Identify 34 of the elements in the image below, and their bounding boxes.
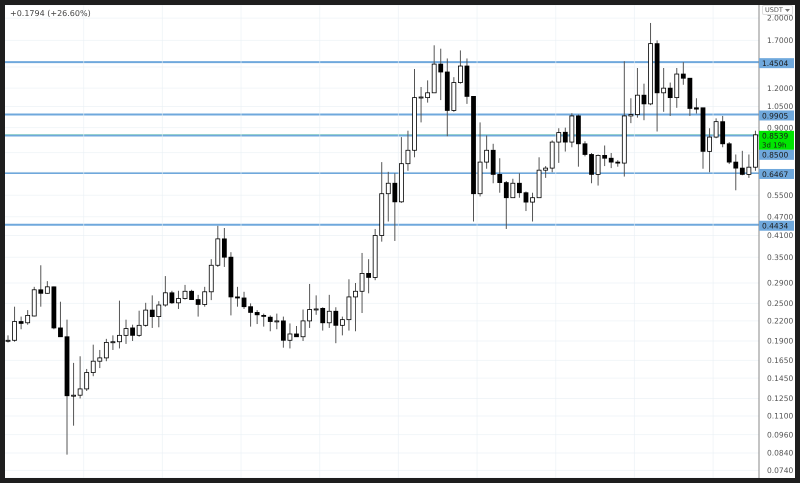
- candlestick: [386, 171, 391, 222]
- candlestick: [608, 152, 614, 169]
- candlestick: [680, 62, 686, 86]
- candlestick: [333, 306, 338, 344]
- candlestick: [274, 313, 280, 330]
- candlestick: [97, 349, 102, 369]
- candlestick: [84, 368, 90, 392]
- candlestick: [38, 264, 44, 308]
- candlestick: [668, 82, 673, 116]
- candlestick: [562, 127, 568, 152]
- candlestick: [726, 142, 732, 165]
- annotation: +0.1794 (+26.60%): [10, 9, 91, 18]
- candlestick: [268, 314, 273, 332]
- candlestick: [44, 280, 50, 294]
- candlestick: [556, 128, 562, 164]
- candlestick: [202, 286, 208, 308]
- candlestick: [438, 48, 444, 101]
- candlestick: [720, 115, 726, 148]
- candlestick: [156, 300, 162, 328]
- candlestick: [740, 150, 745, 176]
- candlestick: [143, 302, 148, 328]
- candlestick: [261, 313, 266, 328]
- candlestick: [326, 294, 332, 328]
- candlestick: [150, 294, 155, 328]
- candlestick: [104, 338, 109, 362]
- candlestick: [314, 294, 319, 316]
- candlestick: [497, 158, 502, 194]
- candlestick: [320, 306, 326, 332]
- candlestick: [392, 172, 398, 242]
- candlestick: [674, 67, 680, 108]
- candlestick: [504, 180, 509, 230]
- candlestick: [90, 344, 96, 377]
- candlestick: [733, 154, 738, 191]
- candlestick: [25, 310, 30, 326]
